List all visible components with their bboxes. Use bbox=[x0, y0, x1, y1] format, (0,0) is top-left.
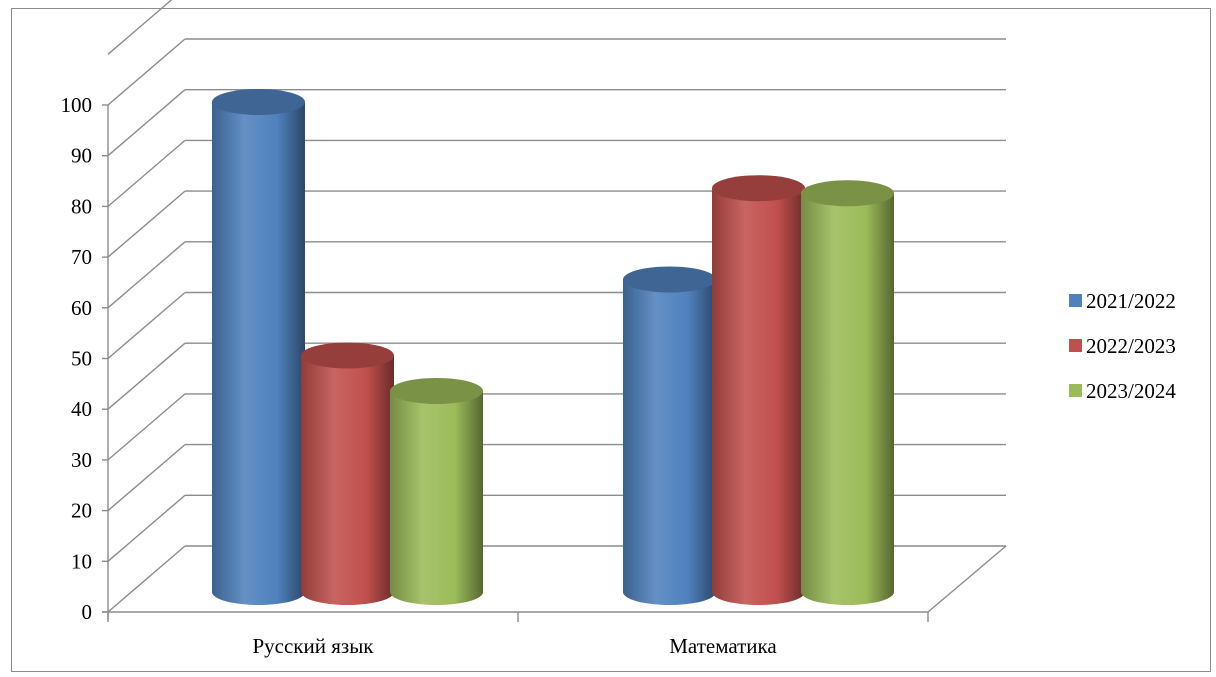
y-tick-label: 0 bbox=[82, 600, 93, 624]
bar-top bbox=[623, 266, 716, 292]
legend-label: 2023/2024 bbox=[1086, 379, 1176, 403]
bars bbox=[212, 89, 894, 605]
bar-body bbox=[801, 193, 894, 605]
y-tick-label: 80 bbox=[71, 194, 92, 218]
gridline-side bbox=[108, 546, 185, 612]
bar-math-2021-2022 bbox=[623, 266, 716, 605]
legend: 2021/2022 2022/2023 2023/2024 bbox=[1069, 289, 1176, 403]
y-tick-label: 100 bbox=[61, 93, 93, 117]
gridline-side bbox=[108, 90, 185, 156]
bar-body bbox=[212, 102, 305, 605]
gridline-side bbox=[108, 242, 185, 308]
y-tick-label: 30 bbox=[71, 448, 92, 472]
gridline-side bbox=[108, 0, 185, 54]
bar-body bbox=[301, 356, 394, 605]
bar-top bbox=[712, 175, 805, 201]
gridline-side bbox=[108, 293, 185, 359]
y-tick-labels: 0 10 20 30 40 50 60 70 80 90 100 bbox=[61, 93, 93, 624]
y-tick-label: 90 bbox=[71, 144, 92, 168]
gridline-side bbox=[108, 495, 185, 561]
bar-body bbox=[712, 188, 805, 605]
y-tick-label: 20 bbox=[71, 499, 92, 523]
gridline-side bbox=[108, 140, 185, 206]
bar-math-2022-2023 bbox=[712, 175, 805, 605]
legend-label: 2021/2022 bbox=[1086, 289, 1176, 313]
bar-top bbox=[801, 180, 894, 206]
y-tick-label: 70 bbox=[71, 245, 92, 269]
gridline-side bbox=[108, 343, 185, 409]
bar-top bbox=[301, 343, 394, 369]
gridline-side bbox=[108, 191, 185, 257]
category-label: Математика bbox=[669, 634, 777, 658]
gridline-side bbox=[108, 39, 185, 105]
category-labels: Русский язык Математика bbox=[252, 634, 777, 658]
legend-swatch bbox=[1069, 294, 1082, 307]
bar-russian-2022-2023 bbox=[301, 343, 394, 605]
gridline-side bbox=[108, 445, 185, 511]
legend-label: 2022/2023 bbox=[1086, 334, 1176, 358]
legend-swatch bbox=[1069, 339, 1082, 352]
bar-top bbox=[212, 89, 305, 115]
bar-math-2023-2024 bbox=[801, 180, 894, 605]
y-tick-label: 60 bbox=[71, 296, 92, 320]
bar-russian-2023-2024 bbox=[390, 378, 483, 605]
floor-edge bbox=[928, 546, 1006, 612]
bar-russian-2021-2022 bbox=[212, 89, 305, 605]
bar-body bbox=[623, 279, 716, 605]
legend-swatch bbox=[1069, 384, 1082, 397]
bar-body bbox=[390, 391, 483, 605]
bar-top bbox=[390, 378, 483, 404]
y-tick-label: 40 bbox=[71, 397, 92, 421]
y-tick-label: 10 bbox=[71, 549, 92, 573]
category-label: Русский язык bbox=[252, 634, 374, 658]
y-tick-label: 50 bbox=[71, 347, 92, 371]
gridline-side bbox=[108, 394, 185, 460]
